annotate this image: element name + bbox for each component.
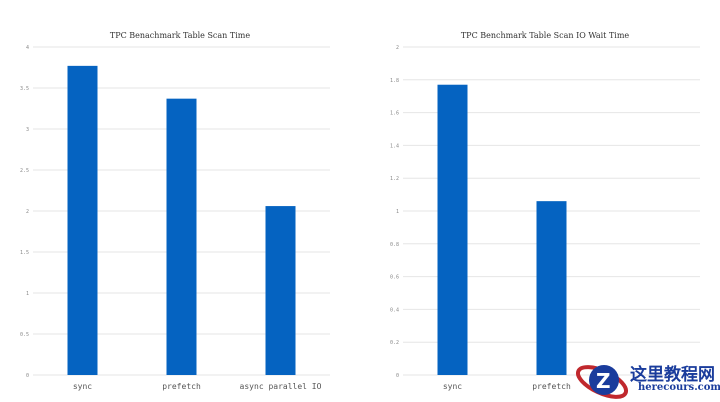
watermark-logo: Z 这里教程网 herecours.com bbox=[572, 358, 720, 402]
y-tick-label: 3.5 bbox=[20, 86, 29, 92]
x-tick-label: sync bbox=[73, 382, 92, 391]
chart-title: TPC Benchmark Table Scan IO Wait Time bbox=[461, 31, 630, 40]
y-tick-label: 2 bbox=[396, 45, 399, 51]
svg-text:Z: Z bbox=[596, 369, 611, 393]
bar-sync bbox=[67, 65, 98, 376]
y-tick-label: 0.4 bbox=[390, 307, 399, 313]
watermark-en: herecours.com bbox=[638, 382, 720, 393]
watermark-cn: 这里教程网 bbox=[630, 365, 715, 385]
logo-icon: Z bbox=[575, 365, 629, 399]
y-tick-label: 0 bbox=[396, 373, 399, 379]
y-tick-label: 1.6 bbox=[390, 111, 399, 117]
x-tick-label: prefetch bbox=[532, 382, 571, 391]
y-tick-label: 0 bbox=[26, 373, 29, 379]
y-tick-label: 0.8 bbox=[390, 242, 399, 248]
bar-async-parallel-IO bbox=[265, 206, 296, 375]
y-tick-label: 1.5 bbox=[20, 250, 29, 256]
bar-prefetch bbox=[536, 201, 567, 375]
x-tick-label: sync bbox=[443, 382, 462, 391]
y-tick-label: 1 bbox=[396, 209, 399, 215]
y-tick-label: 4 bbox=[26, 45, 29, 51]
y-tick-label: 0.5 bbox=[20, 332, 29, 338]
x-tick-label: prefetch bbox=[162, 382, 201, 391]
y-tick-label: 1.2 bbox=[390, 176, 399, 182]
y-tick-label: 0.2 bbox=[390, 340, 399, 346]
y-tick-label: 1.8 bbox=[390, 78, 399, 84]
y-tick-label: 3 bbox=[26, 127, 29, 133]
y-tick-label: 2 bbox=[26, 209, 29, 215]
bar-sync bbox=[437, 84, 468, 375]
y-tick-label: 1 bbox=[26, 291, 29, 297]
x-tick-label: async parallel IO bbox=[240, 382, 322, 391]
bar-prefetch bbox=[166, 98, 197, 375]
y-tick-label: 1.4 bbox=[390, 143, 399, 149]
y-tick-label: 0.6 bbox=[390, 275, 399, 281]
y-tick-label: 2.5 bbox=[20, 168, 29, 174]
chart-title: TPC Benachmark Table Scan Time bbox=[110, 31, 250, 40]
